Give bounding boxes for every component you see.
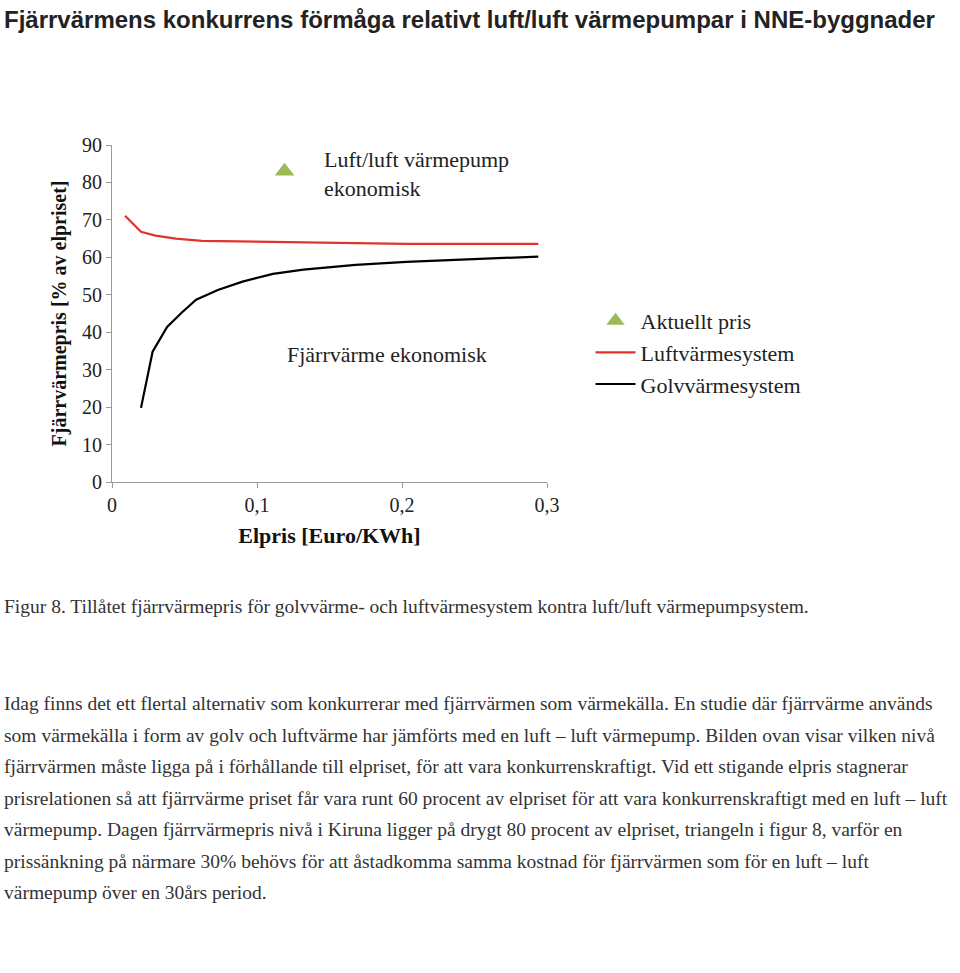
svg-text:90: 90: [82, 134, 102, 156]
html-text:Idag finns det ett flertal alt: Idag finns det ett flertal alternativ so…: [4, 693, 948, 903]
svg-text:0,2: 0,2: [390, 494, 415, 516]
svg-text:0,3: 0,3: [535, 494, 560, 516]
svg-text:Luft/luft värmepumpekonomisk: Luft/luft värmepumpekonomisk: [324, 147, 509, 201]
svg-text:Fjärrvärme ekonomisk: Fjärrvärme ekonomisk: [287, 342, 487, 367]
svg-text:60: 60: [82, 246, 102, 268]
svg-text:80: 80: [82, 171, 102, 193]
svg-text:40: 40: [82, 321, 102, 343]
svg-text:30: 30: [82, 359, 102, 381]
svg-text:0: 0: [107, 494, 117, 516]
html-text:Figur 8. Tillåtet fjärrvärmepr: Figur 8. Tillåtet fjärrvärmepris för gol…: [4, 596, 809, 617]
svg-text:70: 70: [82, 209, 102, 231]
svg-text:Golvvärmesystem: Golvvärmesystem: [641, 373, 801, 398]
svg-text:0,1: 0,1: [245, 494, 270, 516]
svg-text:0: 0: [92, 471, 102, 493]
svg-text:Luftvärmesystem: Luftvärmesystem: [641, 341, 795, 366]
svg-text:Fjärrvärmepris [% av elpriset]: Fjärrvärmepris [% av elpriset]: [48, 180, 71, 446]
svg-text:50: 50: [82, 284, 102, 306]
svg-text:10: 10: [82, 434, 102, 456]
html-text:Fjärrvärmens konkurrens förmåg: Fjärrvärmens konkurrens förmåga relativt…: [4, 6, 935, 33]
svg-text:20: 20: [82, 396, 102, 418]
svg-text:Aktuellt pris: Aktuellt pris: [641, 309, 752, 334]
svg-text:Elpris [Euro/KWh]: Elpris [Euro/KWh]: [238, 523, 420, 548]
